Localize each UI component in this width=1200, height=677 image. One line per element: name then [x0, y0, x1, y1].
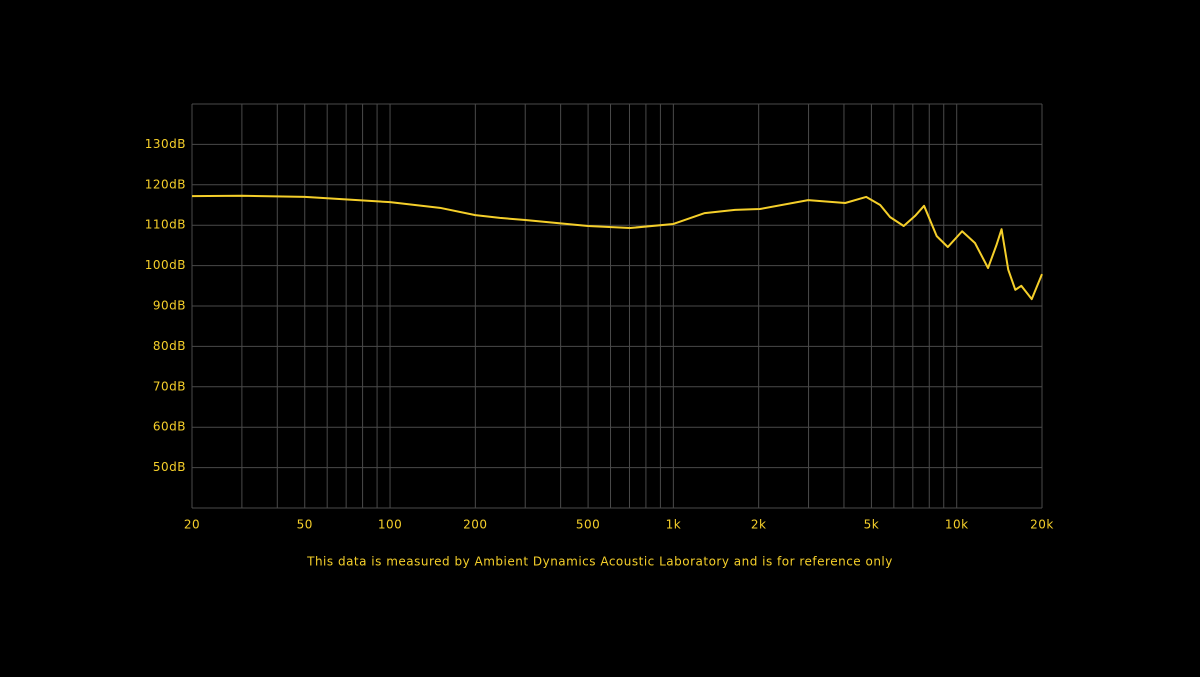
x-tick-label: 200 [463, 518, 487, 532]
footnote: This data is measured by Ambient Dynamic… [306, 555, 893, 569]
y-tick-label: 90dB [153, 299, 186, 313]
y-tick-label: 110dB [145, 218, 186, 232]
y-tick-label: 60dB [153, 420, 186, 434]
response-line [191, 194, 1043, 301]
y-tick-label: 130dB [145, 137, 186, 151]
y-tick-label: 120dB [145, 177, 186, 191]
y-tick-label: 70dB [153, 379, 186, 393]
x-tick-label: 2k [751, 518, 767, 532]
x-tick-label: 5k [864, 518, 880, 532]
y-tick-label: 100dB [145, 258, 186, 272]
x-tick-label: 20k [1030, 518, 1054, 532]
x-tick-label: 20 [184, 518, 200, 532]
x-tick-label: 1k [666, 518, 682, 532]
x-tick-label: 50 [297, 518, 313, 532]
y-tick-label: 50dB [153, 460, 186, 474]
y-tick-label: 80dB [153, 339, 186, 353]
x-tick-label: 100 [378, 518, 402, 532]
x-tick-label: 500 [576, 518, 600, 532]
x-tick-label: 10k [945, 518, 969, 532]
